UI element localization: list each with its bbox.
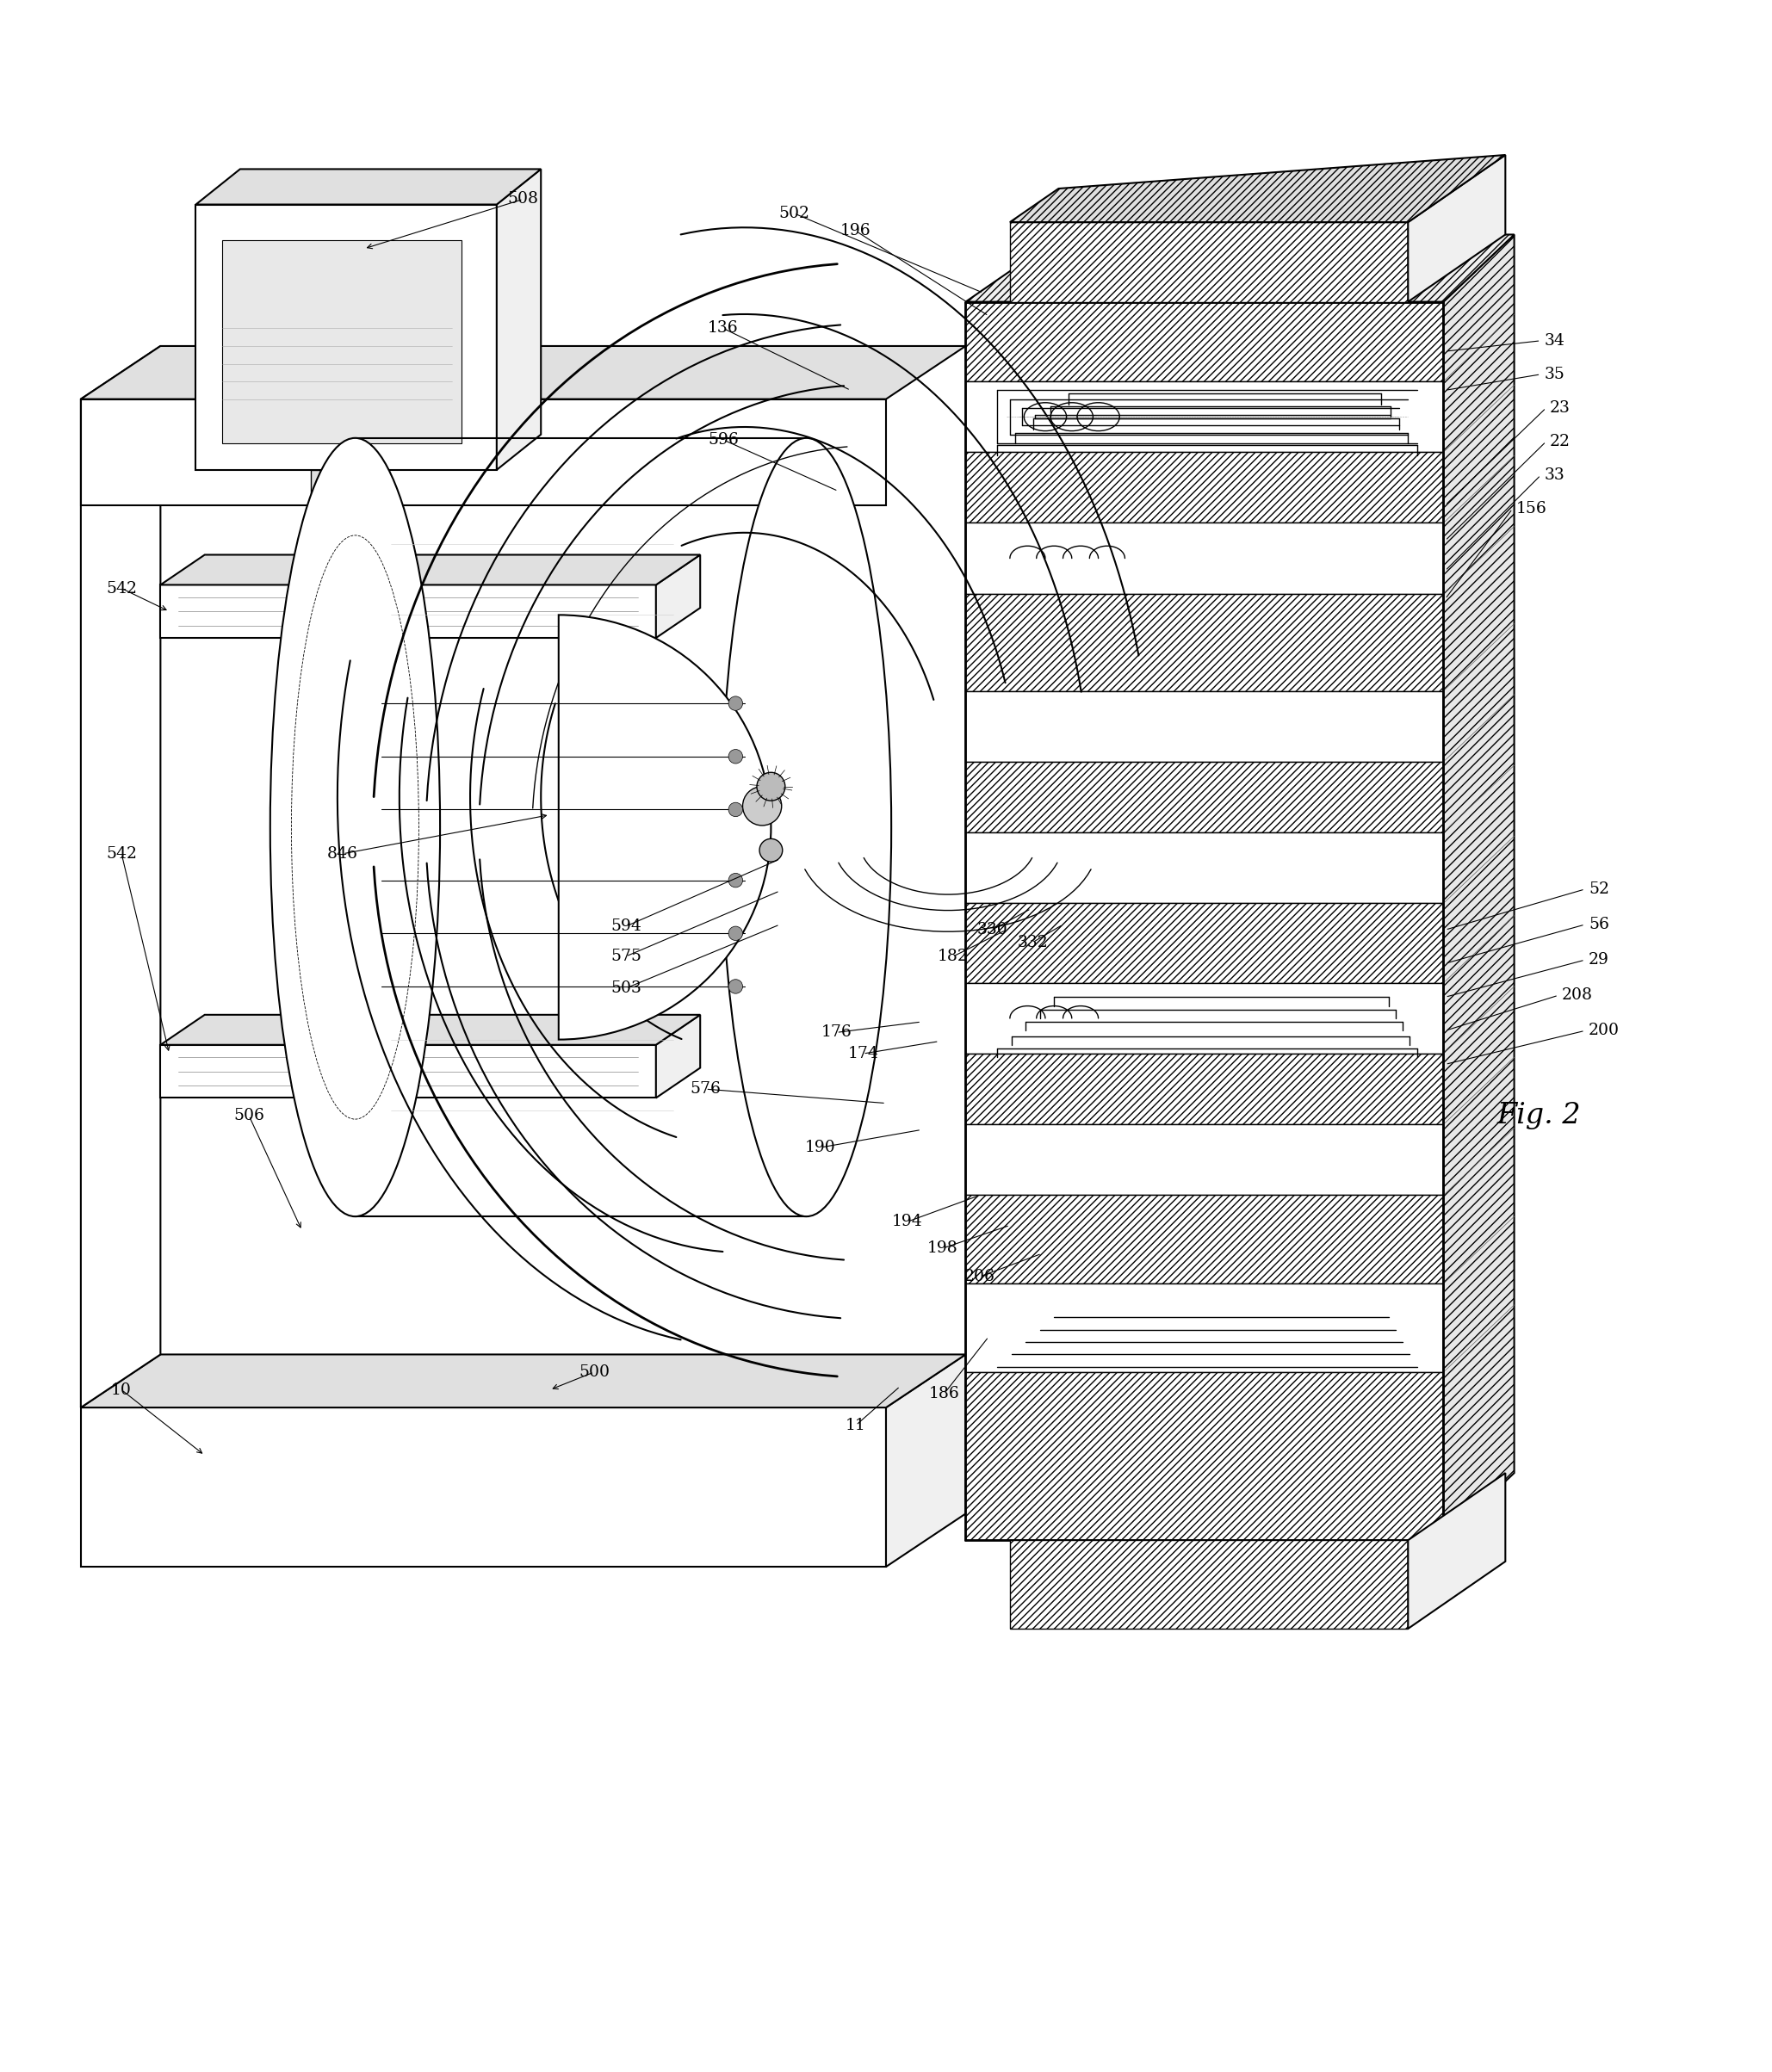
Polygon shape xyxy=(1010,155,1506,222)
Text: 542: 542 xyxy=(106,580,136,597)
Text: 594: 594 xyxy=(610,918,641,934)
Text: 11: 11 xyxy=(845,1417,867,1434)
Text: 174: 174 xyxy=(847,1046,879,1061)
Polygon shape xyxy=(966,1196,1444,1285)
Polygon shape xyxy=(1010,222,1409,303)
Polygon shape xyxy=(161,1044,656,1098)
Circle shape xyxy=(728,696,742,711)
Text: 206: 206 xyxy=(964,1268,996,1285)
Ellipse shape xyxy=(269,437,439,1216)
Polygon shape xyxy=(886,1355,966,1566)
Polygon shape xyxy=(82,1407,886,1566)
Text: 508: 508 xyxy=(509,191,539,207)
Circle shape xyxy=(728,872,742,887)
Polygon shape xyxy=(966,1125,1444,1196)
Wedge shape xyxy=(558,615,771,1040)
Text: 503: 503 xyxy=(610,980,641,997)
Polygon shape xyxy=(82,1355,966,1407)
Polygon shape xyxy=(966,595,1444,690)
Text: 596: 596 xyxy=(707,433,739,448)
Polygon shape xyxy=(197,170,540,205)
Text: 330: 330 xyxy=(976,922,1008,939)
Text: 506: 506 xyxy=(234,1109,264,1123)
Text: 10: 10 xyxy=(112,1382,131,1399)
Text: 194: 194 xyxy=(891,1214,923,1229)
Polygon shape xyxy=(197,205,496,470)
Polygon shape xyxy=(161,1015,700,1044)
Polygon shape xyxy=(966,303,1444,381)
Polygon shape xyxy=(1010,1539,1409,1629)
Ellipse shape xyxy=(721,437,891,1216)
Text: 182: 182 xyxy=(937,949,969,963)
Circle shape xyxy=(728,750,742,765)
Text: 502: 502 xyxy=(778,205,810,222)
Text: 846: 846 xyxy=(328,845,358,862)
Text: 186: 186 xyxy=(929,1386,960,1401)
Polygon shape xyxy=(656,555,700,638)
Polygon shape xyxy=(161,584,656,638)
Polygon shape xyxy=(82,400,886,506)
Bar xyxy=(223,240,461,443)
Circle shape xyxy=(728,802,742,816)
Polygon shape xyxy=(966,833,1444,903)
Polygon shape xyxy=(82,346,966,400)
Ellipse shape xyxy=(757,773,785,800)
Polygon shape xyxy=(966,1285,1444,1372)
Text: 198: 198 xyxy=(927,1241,959,1256)
Text: 29: 29 xyxy=(1588,953,1609,968)
Polygon shape xyxy=(1444,234,1515,1539)
Text: 52: 52 xyxy=(1588,881,1609,897)
Polygon shape xyxy=(161,555,700,584)
Text: 196: 196 xyxy=(840,224,872,238)
Text: 23: 23 xyxy=(1549,400,1570,416)
Polygon shape xyxy=(966,982,1444,1055)
Polygon shape xyxy=(1409,1473,1506,1629)
Circle shape xyxy=(728,980,742,995)
Polygon shape xyxy=(82,346,161,1407)
Polygon shape xyxy=(1409,155,1506,303)
Polygon shape xyxy=(966,522,1444,595)
Polygon shape xyxy=(966,690,1444,762)
Polygon shape xyxy=(966,1055,1444,1125)
Text: 332: 332 xyxy=(1017,934,1049,949)
Polygon shape xyxy=(656,1015,700,1098)
Text: 33: 33 xyxy=(1543,468,1565,483)
Text: 500: 500 xyxy=(578,1363,610,1380)
Ellipse shape xyxy=(760,839,783,862)
Text: 56: 56 xyxy=(1588,916,1609,932)
Text: 542: 542 xyxy=(106,845,136,862)
Text: 200: 200 xyxy=(1588,1024,1620,1038)
Text: 34: 34 xyxy=(1543,334,1565,348)
Polygon shape xyxy=(966,452,1444,522)
Polygon shape xyxy=(966,234,1515,303)
Circle shape xyxy=(728,926,742,941)
Polygon shape xyxy=(966,381,1444,452)
Text: 136: 136 xyxy=(707,321,739,336)
Polygon shape xyxy=(966,903,1444,982)
Polygon shape xyxy=(310,470,381,506)
Polygon shape xyxy=(966,1372,1444,1539)
Text: 176: 176 xyxy=(820,1026,852,1040)
Polygon shape xyxy=(966,762,1444,833)
Text: 575: 575 xyxy=(610,949,641,963)
Text: 22: 22 xyxy=(1549,433,1570,450)
Polygon shape xyxy=(496,170,540,470)
Text: 576: 576 xyxy=(689,1082,721,1096)
Text: 156: 156 xyxy=(1517,501,1547,516)
Text: 190: 190 xyxy=(804,1140,836,1156)
Text: Fig. 2: Fig. 2 xyxy=(1497,1102,1581,1129)
Ellipse shape xyxy=(742,787,781,825)
Text: 208: 208 xyxy=(1561,988,1593,1003)
Text: 35: 35 xyxy=(1543,367,1565,381)
